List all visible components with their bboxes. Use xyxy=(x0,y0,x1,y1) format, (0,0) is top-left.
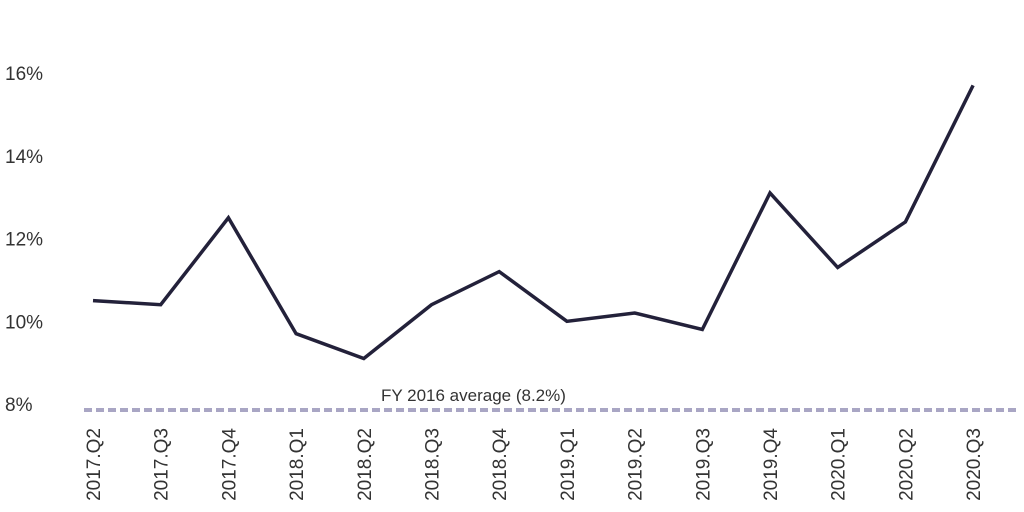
x-tick-label: 2019.Q4 xyxy=(761,428,782,501)
x-tick-label: 2019.Q3 xyxy=(693,428,714,501)
x-tick-label: 2018.Q3 xyxy=(423,428,444,501)
x-axis: 2017.Q2 2017.Q3 2017.Q4 2018.Q1 2018.Q2 2018.… xyxy=(84,428,985,501)
x-tick-label: 2017.Q4 xyxy=(219,428,240,501)
x-tick-label: 2018.Q4 xyxy=(490,428,511,501)
x-tick-label: 2020.Q3 xyxy=(964,428,985,501)
x-tick-label: 2017.Q2 xyxy=(84,428,105,501)
y-tick-label: 12% xyxy=(5,230,43,251)
x-tick-label: 2018.Q1 xyxy=(287,428,308,501)
x-tick-label: 2019.Q1 xyxy=(558,428,579,501)
average-annotation: FY 2016 average (8.2%) xyxy=(381,386,566,405)
x-tick-label: 2020.Q2 xyxy=(896,428,917,501)
x-tick-label: 2018.Q2 xyxy=(355,428,376,501)
y-tick-label: 16% xyxy=(5,64,43,85)
x-tick-label: 2019.Q2 xyxy=(626,428,647,501)
x-tick-label: 2020.Q1 xyxy=(829,428,850,501)
y-tick-label: 8% xyxy=(5,395,33,416)
x-tick-label: 2017.Q3 xyxy=(152,428,173,501)
data-series xyxy=(92,84,975,361)
reference-line: FY 2016 average (8.2%) xyxy=(84,386,1020,412)
y-axis: 8% 10% 12% 14% 16% xyxy=(5,64,43,416)
y-tick-label: 10% xyxy=(5,312,43,333)
series-line xyxy=(92,84,975,361)
y-tick-label: 14% xyxy=(5,147,43,168)
